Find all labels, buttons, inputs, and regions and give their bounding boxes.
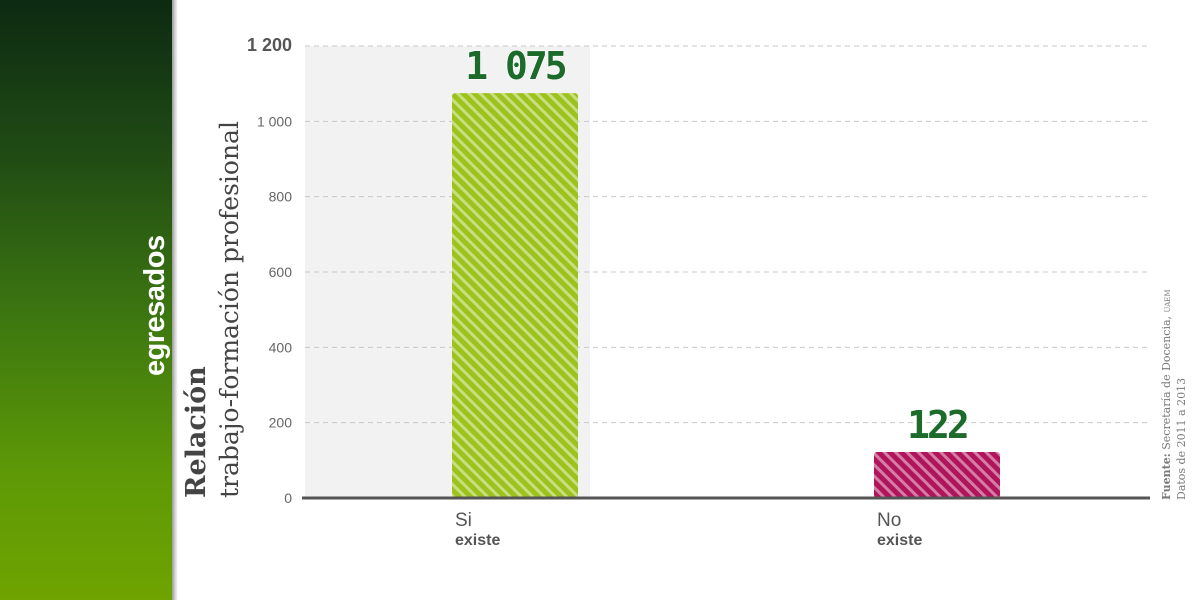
bar-si bbox=[452, 93, 578, 498]
source-label: Fuente: bbox=[1160, 453, 1173, 500]
y-tick-label: 600 bbox=[269, 264, 293, 280]
x-tick-sublabel: existe bbox=[877, 532, 922, 549]
source-note: Fuente: Secretaría de Docencia, UAEM Dat… bbox=[1160, 240, 1190, 500]
x-tick-sublabel: existe bbox=[455, 532, 500, 549]
brand-title-line-2: tadís bbox=[1061, 265, 1166, 318]
x-tick-label: No bbox=[877, 510, 901, 531]
y-tick-label: 1 200 bbox=[247, 35, 292, 55]
y-tick-label: 400 bbox=[269, 339, 293, 355]
brand-title-line-1: Es bbox=[1109, 221, 1166, 274]
data-label: 122 bbox=[907, 403, 967, 447]
y-tick-label: 800 bbox=[269, 189, 293, 205]
brand-title-line-3: tica bbox=[1089, 309, 1166, 362]
source-org: UAEM bbox=[1164, 289, 1172, 313]
x-tick-label: Si bbox=[455, 510, 472, 531]
source-dates: Datos de 2011 a 2013 bbox=[1175, 377, 1188, 500]
sidebar-shadow bbox=[172, 0, 178, 600]
brand-title: Es tadís tica bbox=[1014, 221, 1166, 362]
bar-no bbox=[874, 452, 1000, 498]
data-label: 1 075 bbox=[465, 44, 566, 88]
source-text: Secretaría de Docencia, bbox=[1160, 315, 1173, 450]
y-tick-label: 0 bbox=[284, 490, 292, 506]
sidebar-banner bbox=[0, 0, 172, 600]
y-tick-label: 1 000 bbox=[257, 113, 292, 129]
y-tick-label: 200 bbox=[269, 415, 293, 431]
